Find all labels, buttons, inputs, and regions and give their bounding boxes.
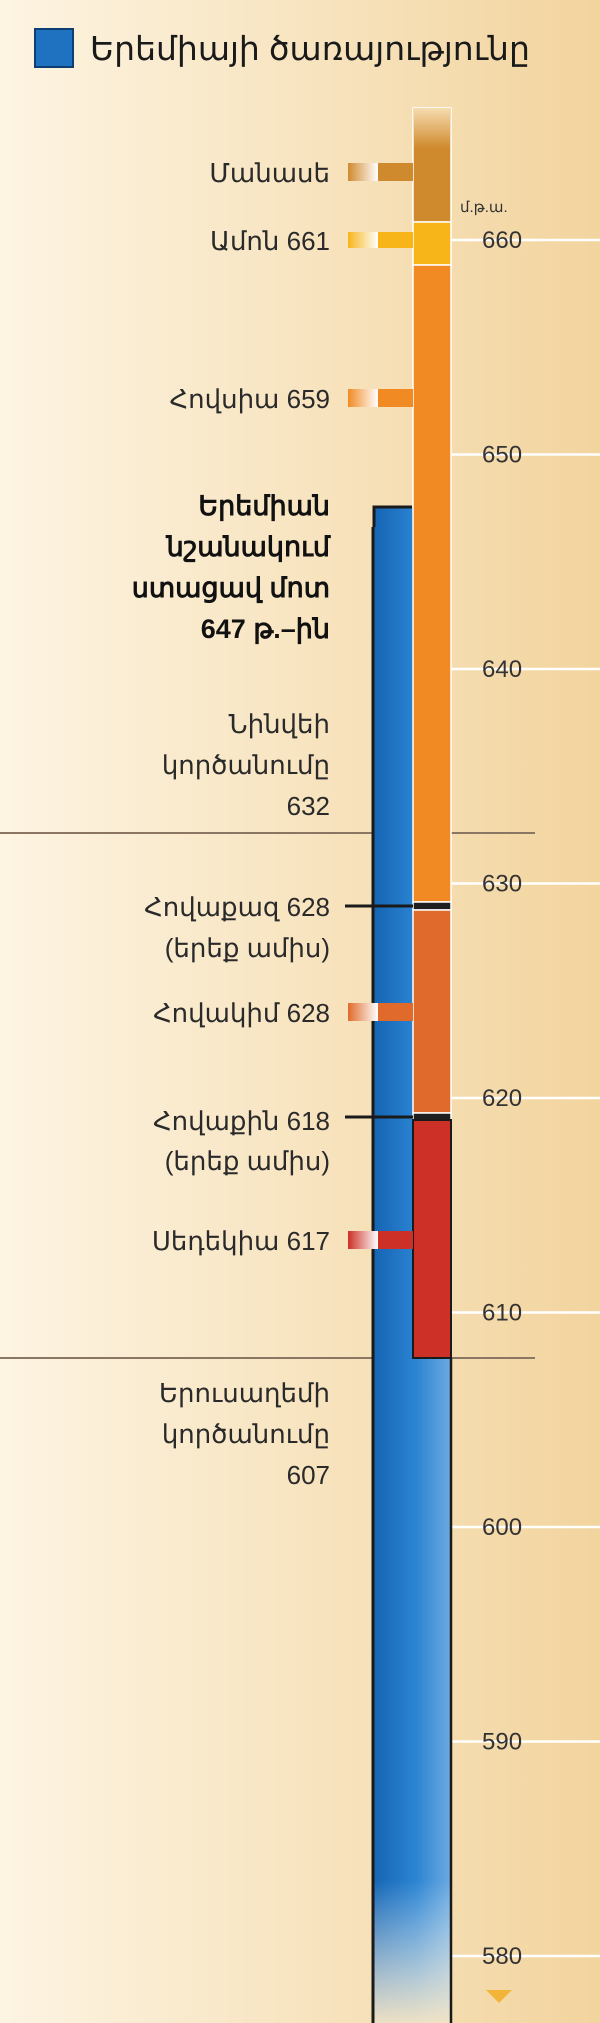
year-axis: մ.թ.ա. 660 650 640 630 620 610 600 590 580 xyxy=(460,199,522,1970)
label-jerusalem-line-3: 607 xyxy=(287,1460,330,1490)
jeremiah-bar-fade xyxy=(374,1880,450,2023)
timeline-labels: Մանասե Ամոն 661 Հովսիա 659 Երեմիան նշանա… xyxy=(132,158,331,1490)
tick-label: 610 xyxy=(482,1300,522,1327)
label-jehoahaz-line-1: Հովաքազ 628 xyxy=(144,892,330,922)
label-jehoahaz-line-2: (երեք ամիս) xyxy=(165,933,330,963)
label-jehoiachin-line-2: (երեք ամիս) xyxy=(165,1146,330,1176)
tick-label: 650 xyxy=(482,442,522,469)
tick-label: 580 xyxy=(482,1943,522,1970)
label-jeremiah-line-2: նշանակում xyxy=(166,532,331,563)
reign-bars xyxy=(412,107,452,1359)
label-josiah: Հովսիա 659 xyxy=(170,384,330,414)
reign-bar xyxy=(412,909,452,1114)
reign-bar xyxy=(412,221,452,266)
reign-top-fade xyxy=(413,108,451,148)
label-stub-fade xyxy=(348,1231,378,1249)
label-jeremiah-line-1: Երեմիան xyxy=(198,491,330,522)
legend-swatch xyxy=(34,28,74,68)
label-amon: Ամոն 661 xyxy=(210,226,330,256)
label-jerusalem-line-1: Երուսաղեմի xyxy=(159,1378,330,1408)
label-nineveh-line-1: Նինվեի xyxy=(229,709,330,739)
reign-bar xyxy=(412,1119,452,1359)
tick-label: 600 xyxy=(482,1514,522,1541)
tick-label: 590 xyxy=(482,1729,522,1756)
label-nineveh-line-2: կործանումը xyxy=(162,750,330,780)
label-jehoiachin-line-1: Հովաքին 618 xyxy=(153,1106,330,1136)
legend: Երեմիայի ծառայությունը xyxy=(34,18,530,78)
label-nineveh-line-3: 632 xyxy=(287,791,330,821)
label-stub-fade xyxy=(348,163,378,181)
axis-unit-label: մ.թ.ա. xyxy=(460,199,508,216)
label-stub-fade xyxy=(348,389,378,407)
label-jeremiah-line-4: 647 թ.–ին xyxy=(201,614,330,645)
label-manasseh: Մանասե xyxy=(209,158,330,188)
tick-label: 660 xyxy=(482,227,522,254)
year-grid xyxy=(452,238,600,1958)
label-stub-fade xyxy=(348,1003,378,1021)
tick-label: 640 xyxy=(482,656,522,683)
label-stub-fade xyxy=(348,232,378,248)
reign-bar xyxy=(412,264,452,903)
label-jehoiakim: Հովակիմ 628 xyxy=(153,998,330,1028)
reign-bar xyxy=(412,901,452,911)
axis-arrow-icon xyxy=(486,1990,512,2003)
tick-label: 630 xyxy=(482,871,522,898)
label-connectors xyxy=(345,163,413,1249)
reign-bar xyxy=(412,1112,452,1121)
jeremiah-bracket xyxy=(372,505,412,527)
label-jerusalem-line-2: կործանումը xyxy=(162,1419,330,1449)
tick-label: 620 xyxy=(482,1085,522,1112)
label-zedekiah: Սեդեկիա 617 xyxy=(152,1226,330,1256)
label-jeremiah-line-3: ստացավ մոտ xyxy=(132,573,330,604)
chart-title: Երեմիայի ծառայությունը xyxy=(90,29,530,67)
